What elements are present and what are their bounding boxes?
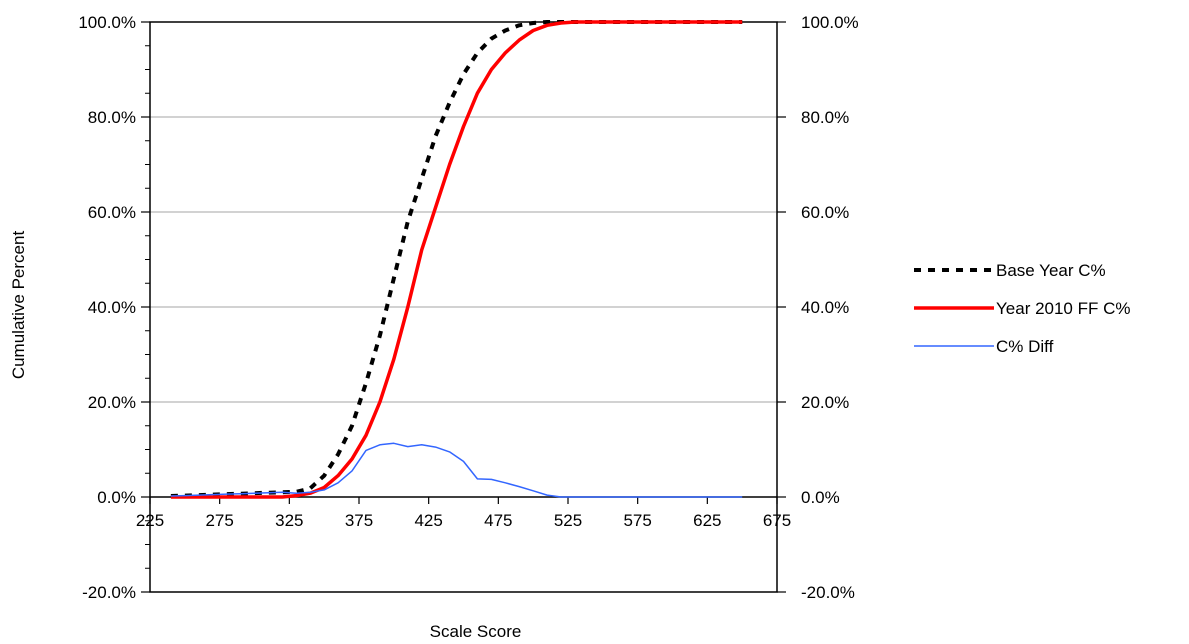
y-tick-label-left: 100.0% <box>78 13 136 32</box>
y-tick-label-left: 20.0% <box>88 393 136 412</box>
series-line-2 <box>170 20 743 499</box>
y-tick-label-left: 40.0% <box>88 298 136 317</box>
series-line-1 <box>170 20 743 498</box>
x-axis-title: Scale Score <box>430 622 522 641</box>
x-tick-label: 675 <box>763 511 791 530</box>
y-tick-label-right: 60.0% <box>801 203 849 222</box>
x-tick-label: 475 <box>484 511 512 530</box>
y-tick-label-right: -20.0% <box>801 583 855 602</box>
x-tick-label: 375 <box>345 511 373 530</box>
y-tick-label-left: -20.0% <box>82 583 136 602</box>
y-tick-label-right: 0.0% <box>801 488 840 507</box>
x-axis-ticks: 225 275 325 375 425 475 525 575 625 675 <box>136 497 791 530</box>
y-axis-ticks: -20.0% -20.0% 0.0% 0.0% 20.0% 20.0% 40.0% 40.0%… <box>78 13 858 602</box>
y-tick-label-left: 80.0% <box>88 108 136 127</box>
series-lines <box>170 20 743 499</box>
y-tick-label-right: 20.0% <box>801 393 849 412</box>
x-tick-label: 625 <box>693 511 721 530</box>
y-tick-label-left: 60.0% <box>88 203 136 222</box>
y-tick-label-left: 0.0% <box>97 488 136 507</box>
x-tick-label: 275 <box>205 511 233 530</box>
x-tick-label: 425 <box>414 511 442 530</box>
y-tick-label-right: 40.0% <box>801 298 849 317</box>
legend-label: Year 2010 FF C% <box>996 299 1131 318</box>
legend: Base Year C% Year 2010 FF C% C% Diff <box>914 261 1131 356</box>
gridlines <box>150 21 777 498</box>
legend-label: C% Diff <box>996 337 1054 356</box>
legend-label: Base Year C% <box>996 261 1106 280</box>
x-tick-label: 325 <box>275 511 303 530</box>
x-tick-label: 575 <box>623 511 651 530</box>
series-line-3 <box>170 442 743 498</box>
x-tick-label: 525 <box>554 511 582 530</box>
y-tick-label-right: 80.0% <box>801 108 849 127</box>
y-axis-title: Cumulative Percent <box>9 231 28 380</box>
y-tick-label-right: 100.0% <box>801 13 859 32</box>
